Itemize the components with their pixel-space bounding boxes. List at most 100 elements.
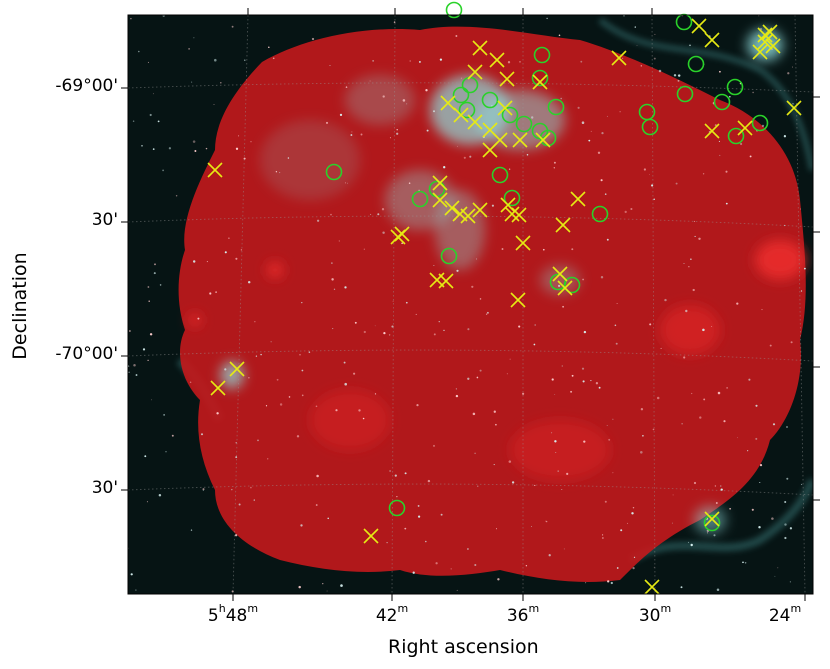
star (206, 261, 208, 263)
star (231, 25, 234, 28)
star (433, 264, 435, 266)
star (228, 237, 230, 239)
star (585, 582, 587, 584)
star (253, 499, 255, 501)
star (463, 156, 466, 159)
star (475, 258, 478, 260)
star (533, 343, 536, 346)
star (656, 396, 660, 400)
circle-marker (491, 166, 509, 184)
star (694, 235, 696, 237)
star (658, 69, 662, 73)
star (439, 58, 443, 61)
star (608, 438, 611, 441)
star (433, 444, 435, 447)
star (577, 106, 580, 109)
star (693, 481, 697, 485)
circle-marker (501, 106, 519, 124)
star (158, 494, 162, 497)
star (315, 504, 318, 506)
star (435, 562, 438, 565)
star (759, 481, 761, 484)
cross-marker (515, 235, 531, 251)
star (580, 60, 583, 63)
star (300, 524, 303, 527)
star (643, 168, 647, 171)
star (680, 586, 683, 589)
star (685, 309, 688, 313)
star (622, 57, 624, 59)
star (144, 455, 147, 458)
cross-marker (363, 528, 379, 544)
star (238, 503, 241, 506)
cross-marker (762, 24, 778, 40)
star (664, 298, 667, 302)
star (649, 323, 652, 326)
cross-marker (467, 64, 483, 80)
cross-marker (504, 206, 520, 222)
star (789, 581, 791, 583)
star (799, 208, 802, 210)
star (382, 231, 385, 234)
star (761, 309, 763, 311)
star (272, 57, 275, 60)
star (404, 527, 407, 530)
cross-marker (210, 380, 226, 396)
star (401, 242, 403, 245)
star (338, 240, 340, 242)
star (372, 60, 374, 62)
star (330, 213, 332, 216)
y-axis-title: Declination (9, 252, 31, 360)
star (597, 151, 601, 154)
cross-marker (704, 123, 720, 139)
star (162, 15, 165, 18)
star (758, 526, 761, 529)
cross-marker (444, 200, 460, 216)
star (546, 17, 548, 20)
star (752, 91, 754, 94)
star (363, 248, 365, 250)
star (557, 470, 559, 472)
cross-marker (704, 32, 720, 48)
star (566, 472, 569, 476)
cross-marker (497, 100, 513, 116)
circle-marker (411, 190, 429, 208)
star (718, 140, 720, 142)
cross-marker (557, 280, 573, 296)
star (588, 139, 591, 142)
star (326, 590, 328, 592)
star (350, 134, 353, 136)
star (152, 148, 155, 150)
star (749, 155, 752, 158)
star (276, 378, 279, 381)
star (315, 405, 318, 408)
star (706, 532, 708, 534)
star (624, 210, 627, 214)
circle-marker (445, 1, 463, 19)
star (316, 219, 320, 222)
star (714, 485, 717, 487)
star (570, 390, 573, 393)
star (636, 45, 638, 46)
star (231, 488, 233, 491)
star (386, 541, 388, 544)
star (197, 317, 200, 320)
star (619, 111, 621, 113)
star (238, 135, 240, 137)
star (128, 371, 130, 373)
circle-marker (440, 247, 458, 265)
cross-marker (786, 100, 802, 116)
cross-marker (207, 162, 223, 178)
star (416, 404, 419, 407)
star (471, 285, 474, 288)
star (296, 435, 300, 438)
x-tick-label: 42m (375, 602, 409, 626)
star (244, 59, 246, 61)
star (456, 269, 459, 272)
star (270, 341, 272, 343)
star (220, 82, 222, 84)
star (736, 302, 739, 305)
star (755, 404, 758, 407)
star (343, 361, 346, 364)
cross-marker (644, 579, 660, 595)
